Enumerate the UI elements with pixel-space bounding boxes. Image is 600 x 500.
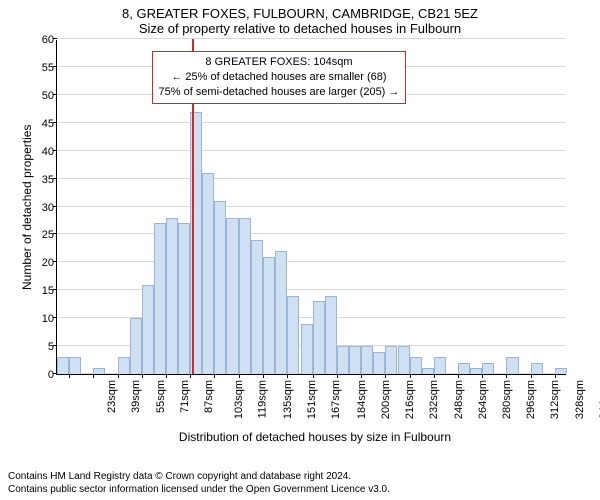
y-tick-label: 0 (48, 369, 54, 381)
y-tick-label: 40 (42, 146, 54, 158)
gridline (57, 206, 566, 207)
chart-title-sub: Size of property relative to detached ho… (0, 21, 600, 36)
y-tick-label: 30 (42, 202, 54, 214)
gridline (57, 150, 566, 151)
gridline (57, 38, 566, 39)
histogram-bar (422, 368, 434, 374)
y-tick-label: 50 (42, 90, 54, 102)
x-tick-label: 135sqm (282, 380, 294, 419)
histogram-bar (263, 257, 275, 374)
histogram-bar (57, 357, 69, 374)
y-tick-label: 60 (42, 34, 54, 46)
x-tick-label: 328sqm (574, 380, 586, 419)
x-tick-label: 167sqm (330, 380, 342, 419)
x-tick-label: 264sqm (477, 380, 489, 419)
histogram-bar (130, 318, 142, 374)
x-tick-label: 119sqm (257, 380, 269, 418)
y-axis-ticks: 051015202530354045505560 (34, 40, 56, 375)
histogram-bar (239, 218, 251, 374)
histogram-bar (555, 368, 567, 374)
histogram-bar (398, 346, 410, 374)
histogram-bar (154, 223, 166, 374)
plot-area: Number of detached properties 0510152025… (20, 40, 566, 375)
histogram-plot: 23sqm39sqm55sqm71sqm87sqm103sqm119sqm135… (56, 40, 566, 375)
histogram-bar (325, 296, 337, 374)
x-tick-label: 296sqm (525, 380, 537, 419)
x-axis-label: Distribution of detached houses by size … (60, 430, 570, 444)
y-tick-label: 10 (42, 313, 54, 325)
x-tick-label: 55sqm (155, 380, 167, 413)
histogram-bar (385, 346, 397, 374)
histogram-bar (166, 218, 178, 374)
histogram-bar (301, 324, 313, 374)
gridline (57, 233, 566, 234)
chart-title-main: 8, GREATER FOXES, FULBOURN, CAMBRIDGE, C… (0, 0, 600, 21)
gridline (57, 261, 566, 262)
histogram-bar (251, 240, 263, 374)
footer-line2: Contains public sector information licen… (8, 483, 390, 496)
annotation-line: ← 25% of detached houses are smaller (68… (159, 70, 400, 85)
histogram-bar (202, 173, 214, 374)
histogram-bar (470, 368, 482, 374)
histogram-bar (410, 357, 422, 374)
y-tick-label: 25 (42, 229, 54, 241)
annotation-line: 75% of semi-detached houses are larger (… (159, 85, 400, 100)
annotation-line: 8 GREATER FOXES: 104sqm (159, 55, 400, 70)
y-tick-label: 15 (42, 285, 54, 297)
x-tick-label: 103sqm (233, 380, 245, 419)
gridline (57, 122, 566, 123)
x-tick-label: 39sqm (130, 380, 142, 413)
x-tick-label: 184sqm (356, 380, 368, 419)
y-axis-label: Number of detached properties (20, 40, 34, 375)
histogram-bar (214, 201, 226, 374)
gridline (57, 289, 566, 290)
x-tick-label: 151sqm (306, 380, 318, 419)
x-tick-label: 280sqm (501, 380, 513, 419)
y-tick-label: 55 (42, 62, 54, 74)
histogram-bar (361, 346, 373, 374)
y-tick-label: 5 (48, 341, 54, 353)
gridline (57, 178, 566, 179)
footer-line1: Contains HM Land Registry data © Crown c… (8, 470, 390, 483)
y-tick-label: 20 (42, 257, 54, 269)
histogram-bar (506, 357, 518, 374)
x-tick-label: 216sqm (404, 380, 416, 419)
histogram-bar (373, 352, 385, 374)
y-tick-label: 45 (42, 118, 54, 130)
y-tick-label: 35 (42, 174, 54, 186)
x-tick-label: 248sqm (453, 380, 465, 419)
histogram-bar (226, 218, 238, 374)
histogram-bar (178, 223, 190, 374)
x-tick-label: 312sqm (550, 380, 562, 419)
histogram-bar (482, 363, 494, 374)
histogram-bar (69, 357, 81, 374)
x-tick-label: 23sqm (106, 380, 118, 413)
x-tick-label: 71sqm (179, 380, 191, 413)
histogram-bar (142, 285, 154, 374)
histogram-bar (287, 296, 299, 374)
histogram-bar (118, 357, 130, 374)
x-tick-label: 200sqm (380, 380, 392, 419)
annotation-box: 8 GREATER FOXES: 104sqm← 25% of detached… (152, 51, 407, 104)
histogram-bar (275, 251, 287, 374)
footer: Contains HM Land Registry data © Crown c… (8, 470, 390, 496)
histogram-bar (349, 346, 361, 374)
histogram-bar (531, 363, 543, 374)
x-tick-label: 232sqm (429, 380, 441, 419)
x-tick-label: 87sqm (203, 380, 215, 413)
histogram-bar (458, 363, 470, 374)
histogram-bar (337, 346, 349, 374)
histogram-bar (434, 357, 446, 374)
histogram-bar (93, 368, 105, 374)
histogram-bar (313, 301, 325, 374)
